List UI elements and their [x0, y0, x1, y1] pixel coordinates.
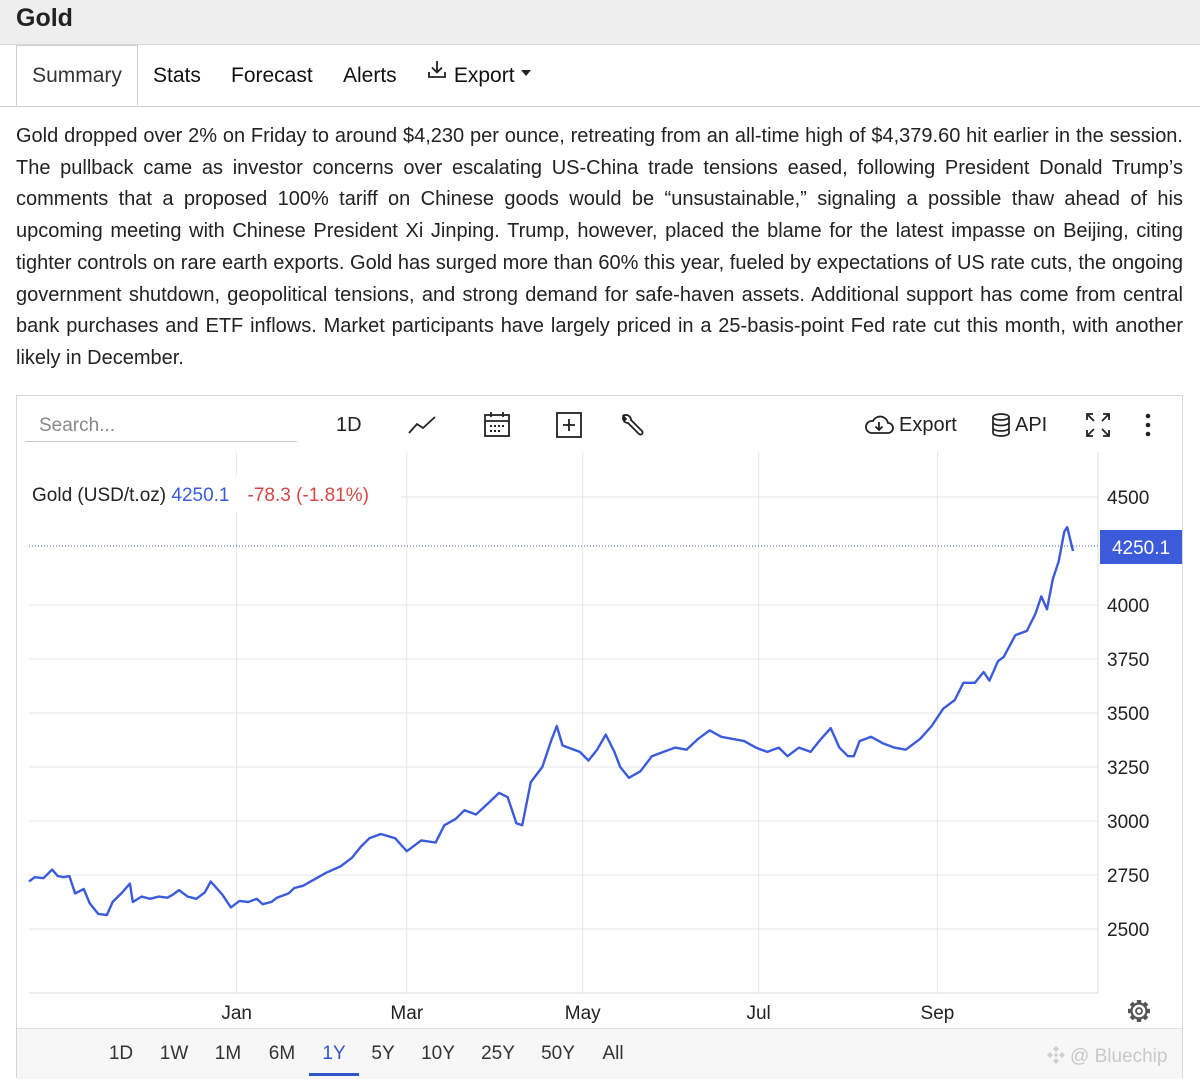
y-tick-label: 4000 — [1107, 596, 1149, 617]
y-tick-label: 3250 — [1107, 758, 1149, 779]
page-title: Gold — [16, 4, 73, 32]
tab-export[interactable]: Export — [426, 45, 531, 106]
download-icon — [426, 43, 448, 105]
y-tick-label: 2500 — [1107, 920, 1149, 941]
database-icon — [991, 413, 1011, 437]
range-1d-button[interactable]: 1D — [108, 1043, 134, 1064]
range-6m-button[interactable]: 6M — [268, 1043, 296, 1064]
chart-legend: Gold (USD/t.oz) 4250.1 -78.3 (-1.81%) — [32, 485, 369, 506]
range-50y-button[interactable]: 50Y — [541, 1043, 575, 1064]
price-chart[interactable]: 2500 2750 3000 3250 3500 3750 4000 4500 Jan Mar Ma… — [17, 396, 1182, 1028]
wrench-icon[interactable] — [619, 408, 645, 442]
range-10y-button[interactable]: 10Y — [421, 1043, 455, 1064]
legend-box — [25, 476, 401, 512]
tab-stats[interactable]: Stats — [153, 64, 201, 87]
article-text: Gold dropped over 2% on Friday to around… — [16, 125, 1183, 369]
fullscreen-icon[interactable] — [1084, 408, 1112, 442]
x-tick-label: May — [565, 1003, 601, 1024]
range-1m-button[interactable]: 1M — [214, 1043, 242, 1064]
x-tick-label: Jul — [746, 1003, 770, 1024]
range-25y-button[interactable]: 25Y — [481, 1043, 515, 1064]
last-price-tag — [1100, 529, 1182, 564]
legend-last-value: 4250.1 — [171, 485, 229, 506]
y-tick-label: 3750 — [1107, 650, 1149, 671]
tab-alerts[interactable]: Alerts — [343, 64, 397, 87]
cloud-download-icon — [863, 413, 895, 437]
settings-gear-icon[interactable] — [1128, 1000, 1150, 1022]
legend-change: -78.3 (-1.81%) — [248, 485, 369, 506]
range-all-button[interactable]: All — [602, 1043, 624, 1064]
y-tick-label: 4500 — [1107, 488, 1149, 509]
last-price-tag-label: 4250.1 — [1112, 538, 1170, 559]
chevron-down-icon — [520, 70, 531, 77]
api-button[interactable]: API — [991, 408, 1047, 442]
title-bar: Gold — [0, 0, 1200, 45]
tab-forecast[interactable]: Forecast — [231, 64, 313, 87]
x-tick-label: Sep — [921, 1003, 955, 1024]
range-1w-button[interactable]: 1W — [159, 1043, 189, 1064]
export-button[interactable]: Export — [863, 408, 957, 442]
calendar-icon[interactable] — [483, 408, 511, 442]
more-icon[interactable] — [1141, 408, 1155, 442]
x-tick-label: Mar — [390, 1003, 423, 1024]
y-tick-label: 2750 — [1107, 866, 1149, 887]
export-label: Export — [899, 413, 957, 436]
price-series-line — [28, 525, 1075, 917]
y-tick-label: 3000 — [1107, 812, 1149, 833]
tab-summary[interactable]: Summary — [16, 45, 138, 106]
x-tick-label: Jan — [221, 1003, 252, 1024]
tab-bar: Summary Stats Forecast Alerts Export — [0, 45, 1200, 107]
api-label: API — [1015, 413, 1048, 436]
range-1y-button[interactable]: 1Y — [309, 1043, 359, 1076]
line-chart-icon[interactable] — [407, 408, 437, 442]
watermark: @ Bluechip — [1046, 1044, 1167, 1070]
tab-export-label: Export — [453, 64, 515, 87]
watermark-logo-icon — [1046, 1044, 1066, 1070]
range-selector: 1D 1W 1M 6M 1Y 5Y 10Y 25Y 50Y All — [17, 1028, 1182, 1079]
y-tick-label: 3500 — [1107, 704, 1149, 725]
add-indicator-icon[interactable] — [555, 408, 583, 442]
chart-toolbar: 1D Export API — [17, 396, 1182, 452]
range-5y-button[interactable]: 5Y — [371, 1043, 395, 1064]
chart-widget: 1D Export API — [16, 395, 1183, 1079]
interval-button[interactable]: 1D — [336, 413, 362, 436]
legend-name: Gold (USD/t.oz) — [32, 485, 171, 506]
watermark-text: @ Bluechip — [1070, 1046, 1168, 1067]
search-input[interactable] — [25, 410, 297, 442]
